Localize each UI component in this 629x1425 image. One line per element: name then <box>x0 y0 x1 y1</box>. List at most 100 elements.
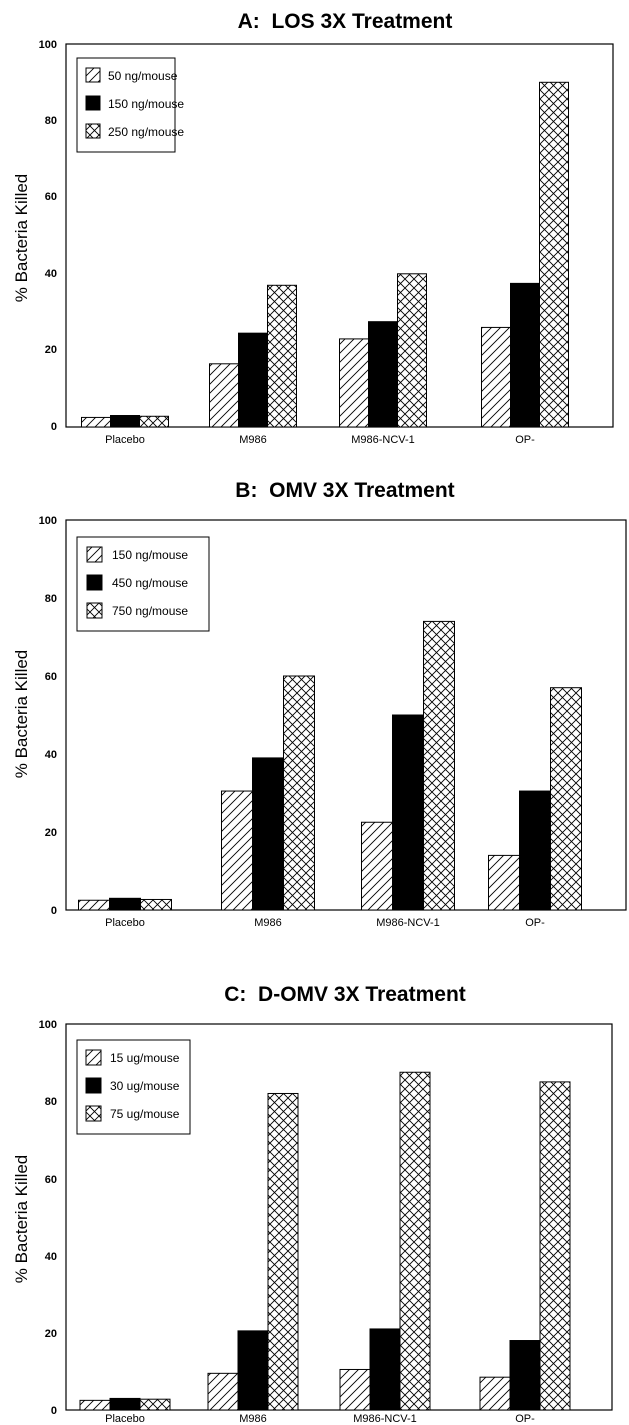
bar-diagonal-hatch <box>207 1372 239 1411</box>
x-tick-label: M986-NCV-1 <box>353 1413 417 1425</box>
y-tick-label: 0 <box>51 905 57 917</box>
legend-label: 50 ng/mouse <box>108 69 178 83</box>
y-tick-label: 60 <box>45 671 57 683</box>
y-tick-label: 80 <box>45 1096 57 1108</box>
legend-swatch-diagonal-hatch <box>85 1049 102 1066</box>
bar-cross-hatch <box>267 284 297 428</box>
bar-solid-black <box>368 321 398 428</box>
x-tick-label: Placebo <box>105 434 145 446</box>
legend-label: 750 ng/mouse <box>112 604 188 618</box>
x-tick-label: M986 <box>254 917 282 929</box>
bar-diagonal-hatch <box>79 1399 111 1411</box>
bar-cross-hatch <box>397 273 427 428</box>
bar-diagonal-hatch <box>81 416 111 428</box>
y-tick-label: 80 <box>45 115 57 127</box>
y-axis-label: % Bacteria Killed <box>12 174 31 303</box>
plot-frame <box>65 519 627 911</box>
y-axis-ticks: 0 20 40 60 80 100 <box>39 39 57 433</box>
y-tick-label: 20 <box>45 827 57 839</box>
bar-cross-hatch <box>423 620 455 911</box>
bar-cross-hatch <box>550 687 582 911</box>
y-tick-label: 20 <box>45 344 57 356</box>
bar-solid-black <box>509 1340 541 1411</box>
legend: 50 ng/mouse 150 ng/mouse 250 ng/mouse <box>76 57 184 153</box>
y-tick-label: 100 <box>39 515 57 527</box>
bar-cross-hatch <box>399 1071 431 1411</box>
bar-cross-hatch <box>140 898 172 911</box>
legend-swatch-solid-black <box>85 95 101 111</box>
legend-label: 150 ng/mouse <box>108 97 184 111</box>
x-tick-label: M986 <box>239 434 267 446</box>
bars <box>78 620 582 911</box>
y-tick-label: 20 <box>45 1328 57 1340</box>
bar-solid-black <box>237 1330 269 1411</box>
bar-diagonal-hatch <box>339 338 369 428</box>
legend-swatch-diagonal-hatch <box>85 67 101 83</box>
x-tick-label: Placebo <box>105 1413 145 1425</box>
legend: 15 ug/mouse 30 ug/mouse 75 ug/mouse <box>76 1039 191 1135</box>
bar-diagonal-hatch <box>488 854 520 911</box>
bar-cross-hatch <box>139 1398 171 1411</box>
legend-label: 30 ug/mouse <box>110 1079 180 1093</box>
y-tick-label: 40 <box>45 268 57 280</box>
y-tick-label: 60 <box>45 191 57 203</box>
bar-solid-black <box>109 1397 141 1411</box>
legend: 150 ng/mouse 450 ng/mouse 750 ng/mouse <box>76 536 210 632</box>
y-axis-label: % Bacteria Killed <box>12 650 31 779</box>
bar-solid-black <box>252 757 284 911</box>
bar-cross-hatch <box>267 1092 299 1411</box>
bar-solid-black <box>110 415 140 428</box>
bar-cross-hatch <box>539 1081 571 1411</box>
bar-solid-black <box>369 1328 401 1411</box>
y-tick-label: 100 <box>39 39 57 51</box>
plot-frame <box>65 1023 613 1411</box>
legend-swatch-diagonal-hatch <box>86 546 103 563</box>
y-tick-label: 40 <box>45 1251 57 1263</box>
bars <box>81 81 569 428</box>
bar-solid-black <box>519 790 551 911</box>
chart-panel-c: C: D-OMV 3X Treatment % Bacteria Killed … <box>12 983 613 1425</box>
legend-swatch-cross-hatch <box>85 123 101 139</box>
x-axis-ticks: Placebo M986 M986-NCV-1 OP- <box>105 434 535 446</box>
y-axis-ticks: 0 20 40 60 80 100 <box>39 1019 57 1417</box>
x-tick-label: M986 <box>239 1413 267 1425</box>
bar-diagonal-hatch <box>78 899 110 911</box>
legend-swatch-cross-hatch <box>85 1105 102 1122</box>
legend-swatch-solid-black <box>85 1077 102 1094</box>
bar-cross-hatch <box>139 415 169 428</box>
chart-title: A: LOS 3X Treatment <box>238 10 453 33</box>
y-tick-label: 0 <box>51 421 57 433</box>
x-tick-label: OP- <box>525 917 545 929</box>
legend-swatch-solid-black <box>86 574 103 591</box>
bar-diagonal-hatch <box>481 326 511 428</box>
y-tick-label: 0 <box>51 1405 57 1417</box>
y-tick-label: 100 <box>39 1019 57 1031</box>
y-tick-label: 40 <box>45 749 57 761</box>
x-axis-ticks: Placebo M986 M986-NCV-1 OP- <box>105 1413 535 1425</box>
x-tick-label: M986-NCV-1 <box>376 917 440 929</box>
bar-solid-black <box>109 897 141 911</box>
x-tick-label: OP- <box>515 1413 535 1425</box>
bar-diagonal-hatch <box>479 1376 511 1411</box>
legend-swatch-cross-hatch <box>86 602 103 619</box>
bar-solid-black <box>510 282 540 428</box>
chart-panel-b: B: OMV 3X Treatment % Bacteria Killed 0 … <box>12 479 627 929</box>
x-tick-label: Placebo <box>105 917 145 929</box>
chart-title: B: OMV 3X Treatment <box>235 479 454 502</box>
bar-solid-black <box>392 714 424 911</box>
y-axis-ticks: 0 20 40 60 80 100 <box>39 515 57 917</box>
bar-solid-black <box>238 332 268 428</box>
bars <box>79 1071 571 1411</box>
y-tick-label: 80 <box>45 593 57 605</box>
legend-label: 75 ug/mouse <box>110 1107 180 1121</box>
legend-label: 250 ng/mouse <box>108 125 184 139</box>
bar-diagonal-hatch <box>221 790 253 911</box>
chart-title: C: D-OMV 3X Treatment <box>224 983 466 1006</box>
legend-label: 15 ug/mouse <box>110 1051 180 1065</box>
bar-diagonal-hatch <box>361 821 393 911</box>
bar-diagonal-hatch <box>339 1368 371 1411</box>
y-tick-label: 60 <box>45 1174 57 1186</box>
x-axis-ticks: Placebo M986 M986-NCV-1 OP- <box>105 917 545 929</box>
x-tick-label: M986-NCV-1 <box>351 434 415 446</box>
